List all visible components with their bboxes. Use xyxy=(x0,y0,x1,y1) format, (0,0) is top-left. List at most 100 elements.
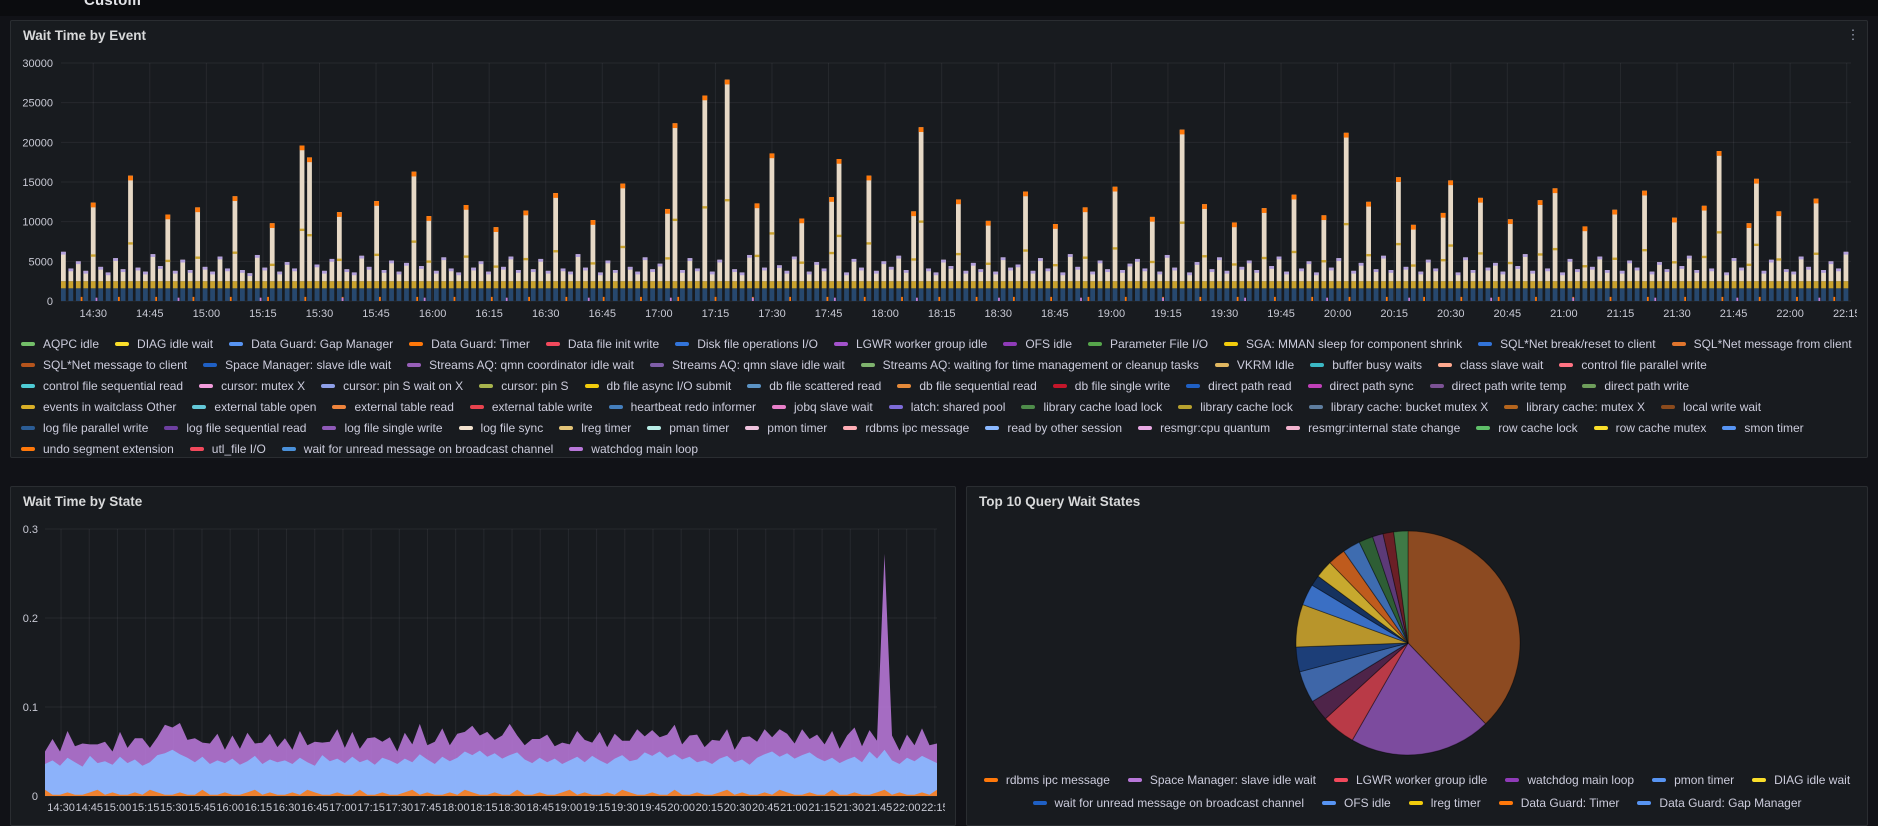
legend-item[interactable]: Space Manager: slave idle wait xyxy=(203,355,391,374)
legend-item[interactable]: library cache: bucket mutex X xyxy=(1308,397,1488,416)
pie-slice[interactable] xyxy=(1372,533,1409,644)
legend-item[interactable]: pmon timer xyxy=(745,418,827,437)
panel-header[interactable]: Top 10 Query Wait States xyxy=(967,487,1867,515)
legend-item[interactable]: SQL*Net break/reset to client xyxy=(1478,334,1656,353)
legend-item[interactable]: Data Guard: Timer xyxy=(1498,793,1619,812)
legend-item[interactable]: Streams AQ: qmn slave idle wait xyxy=(649,355,845,374)
legend-item[interactable]: rdbms ipc message xyxy=(983,770,1110,789)
pie-slice[interactable] xyxy=(1311,575,1409,644)
legend-item[interactable]: Disk file operations I/O xyxy=(675,334,818,353)
legend-item[interactable]: pman timer xyxy=(647,418,729,437)
legend-item[interactable]: events in waitclass Other xyxy=(21,397,176,416)
wait-time-by-state-chart[interactable]: 0.3 0.2 0.1 0 14:30 14:45 15:00 15:15 15:30 15:45… xyxy=(11,515,949,819)
legend-item[interactable]: watchdog main loop xyxy=(1505,770,1634,789)
legend-item[interactable]: heartbeat redo informer xyxy=(608,397,756,416)
pie-slice[interactable] xyxy=(1351,642,1487,756)
legend-item[interactable]: rdbms ipc message xyxy=(843,418,969,437)
legend-item[interactable]: log file sequential read xyxy=(164,418,306,437)
pie-slice[interactable] xyxy=(1382,531,1409,644)
legend-item[interactable]: direct path read xyxy=(1186,376,1292,395)
legend-item[interactable]: SQL*Net message to client xyxy=(21,355,187,374)
legend-item[interactable]: read by other session xyxy=(985,418,1122,437)
legend-item[interactable]: LGWR worker group idle xyxy=(833,334,987,353)
legend-item[interactable]: direct path write xyxy=(1582,376,1689,395)
legend-item[interactable]: direct path sync xyxy=(1307,376,1414,395)
pie-slice[interactable] xyxy=(1295,642,1409,673)
legend-item[interactable]: pmon timer xyxy=(1652,770,1734,789)
legend-item[interactable]: direct path write temp xyxy=(1429,376,1566,395)
legend-item[interactable]: Space Manager: slave idle wait xyxy=(1127,770,1316,789)
legend-item[interactable]: log file single write xyxy=(322,418,443,437)
legend-item[interactable]: Data Guard: Timer xyxy=(409,334,530,353)
legend-item[interactable]: resmgr:cpu quantum xyxy=(1138,418,1270,437)
legend-item[interactable]: db file single write xyxy=(1052,376,1170,395)
legend-item[interactable]: external table write xyxy=(469,397,593,416)
pie-slice[interactable] xyxy=(1358,536,1409,644)
legend-item[interactable]: wait for unread message on broadcast cha… xyxy=(1032,793,1304,812)
legend-item[interactable]: local write wait xyxy=(1661,397,1761,416)
legend-item[interactable]: log file parallel write xyxy=(21,418,148,437)
legend-item[interactable]: db file scattered read xyxy=(747,376,881,395)
legend-item[interactable]: utl_file I/O xyxy=(189,439,266,458)
legend-item[interactable]: OFS idle xyxy=(1003,334,1072,353)
legend-item[interactable]: watchdog main loop xyxy=(569,439,698,458)
legend-item[interactable]: db file async I/O submit xyxy=(584,376,731,395)
pie-slice[interactable] xyxy=(1343,541,1409,644)
legend-item[interactable]: library cache lock xyxy=(1178,397,1293,416)
pie-slice[interactable] xyxy=(1302,584,1409,644)
legend-item[interactable]: SGA: MMAN sleep for component shrink xyxy=(1224,334,1462,353)
panel-header[interactable]: Wait Time by State xyxy=(11,487,955,515)
legend-item[interactable]: DIAG idle wait xyxy=(115,334,213,353)
legend-item[interactable]: class slave wait xyxy=(1438,355,1543,374)
pie-slice[interactable] xyxy=(1295,603,1409,648)
wait-time-by-event-chart[interactable]: 30000 25000 20000 15000 10000 5000 0 14:30 14:45… xyxy=(11,49,1860,327)
legend-item[interactable]: cursor: pin S wait on X xyxy=(321,376,463,395)
legend-item[interactable]: control file sequential read xyxy=(21,376,183,395)
legend-item[interactable]: row cache mutex xyxy=(1593,418,1706,437)
legend-item[interactable]: undo segment extension xyxy=(21,439,174,458)
dashboard-row-header[interactable]: Custom xyxy=(0,0,1878,16)
legend-item[interactable]: AQPC idle xyxy=(21,334,99,353)
legend-item[interactable]: lreg timer xyxy=(1408,793,1481,812)
legend-item[interactable]: DIAG idle wait xyxy=(1752,770,1850,789)
legend-item[interactable]: buffer busy waits xyxy=(1310,355,1422,374)
row-title[interactable]: Custom xyxy=(84,0,142,9)
legend-item[interactable]: Data file init write xyxy=(545,334,659,353)
legend-item[interactable]: cursor: pin S xyxy=(479,376,569,395)
legend-item[interactable]: library cache load lock xyxy=(1021,397,1162,416)
legend-item[interactable]: OFS idle xyxy=(1322,793,1391,812)
legend-item[interactable]: row cache lock xyxy=(1476,418,1578,437)
pie-slice[interactable] xyxy=(1324,642,1409,741)
legend-item[interactable]: LGWR worker group idle xyxy=(1333,770,1487,789)
pie-slice[interactable] xyxy=(1407,530,1521,725)
pie-slice[interactable] xyxy=(1329,550,1409,644)
legend-item[interactable]: external table read xyxy=(332,397,454,416)
svg-text:21:30: 21:30 xyxy=(1663,308,1691,320)
legend-item[interactable]: jobq slave wait xyxy=(772,397,873,416)
legend-item[interactable]: Streams AQ: waiting for time management … xyxy=(860,355,1199,374)
panel-menu-icon[interactable]: ⋮ xyxy=(1846,27,1860,42)
pie-slice[interactable] xyxy=(1299,642,1409,703)
panel-header[interactable]: Wait Time by Event ⋮ xyxy=(11,21,1867,49)
legend-item[interactable]: smon timer xyxy=(1722,418,1804,437)
legend-item[interactable]: library cache: mutex X xyxy=(1504,397,1645,416)
legend-item[interactable]: SQL*Net message from client xyxy=(1671,334,1852,353)
legend-item[interactable]: log file sync xyxy=(458,418,543,437)
legend-item[interactable]: latch: shared pool xyxy=(888,397,1005,416)
legend-item[interactable]: resmgr:internal state change xyxy=(1286,418,1460,437)
pie-slice[interactable] xyxy=(1311,642,1409,720)
legend-item[interactable]: lreg timer xyxy=(559,418,631,437)
legend-item[interactable]: Data Guard: Gap Manager xyxy=(1637,793,1801,812)
legend-item[interactable]: Streams AQ: qmn coordinator idle wait xyxy=(407,355,634,374)
pie-slice[interactable] xyxy=(1393,530,1409,644)
legend-item[interactable]: wait for unread message on broadcast cha… xyxy=(281,439,553,458)
pie-slice[interactable] xyxy=(1317,561,1409,644)
legend-item[interactable]: Data Guard: Gap Manager xyxy=(229,334,393,353)
top10-query-wait-states-pie[interactable] xyxy=(967,515,1857,763)
legend-item[interactable]: cursor: mutex X xyxy=(199,376,305,395)
legend-item[interactable]: Parameter File I/O xyxy=(1088,334,1208,353)
legend-item[interactable]: db file sequential read xyxy=(897,376,1037,395)
legend-item[interactable]: external table open xyxy=(192,397,316,416)
legend-item[interactable]: control file parallel write xyxy=(1559,355,1707,374)
legend-item[interactable]: VKRM Idle xyxy=(1214,355,1294,374)
